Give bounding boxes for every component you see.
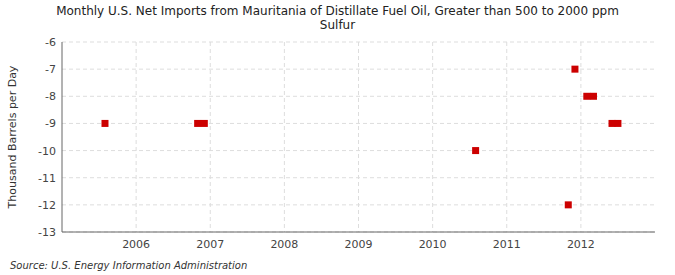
x-grid-line xyxy=(210,42,211,232)
x-tick-label: 2006 xyxy=(122,238,150,251)
x-tick-label: 2010 xyxy=(419,238,447,251)
point xyxy=(201,120,208,127)
x-tick-label: 2007 xyxy=(196,238,224,251)
y-grid-line xyxy=(62,123,655,124)
point xyxy=(571,66,578,73)
y-grid-line xyxy=(62,232,655,233)
x-grid-line xyxy=(358,42,359,232)
y-axis-label: Thousand Barrels per Day xyxy=(6,65,19,209)
x-tick-label: 2012 xyxy=(567,238,595,251)
title-line: Sulfur xyxy=(320,18,355,32)
point xyxy=(614,120,621,127)
x-axis-line xyxy=(62,232,655,233)
y-tick-label: -8 xyxy=(45,90,56,103)
point xyxy=(583,93,590,100)
y-tick-label: -12 xyxy=(38,199,56,212)
grid xyxy=(62,42,655,232)
point xyxy=(565,201,572,208)
x-grid-line xyxy=(136,42,137,232)
x-grid-line xyxy=(580,42,581,232)
point xyxy=(194,120,201,127)
point xyxy=(472,147,479,154)
y-tick-label: -10 xyxy=(38,145,56,158)
x-tick-label: 2011 xyxy=(493,238,521,251)
title-line: Monthly U.S. Net Imports from Mauritania… xyxy=(56,4,619,18)
x-tick-label: 2009 xyxy=(345,238,373,251)
y-tick-label: -11 xyxy=(38,172,56,185)
y-tick-label: -7 xyxy=(45,63,56,76)
chart: Monthly U.S. Net Imports from Mauritania… xyxy=(0,0,675,275)
source: Source: U.S. Energy Information Administ… xyxy=(10,260,247,271)
y-tick-label: -6 xyxy=(45,36,56,49)
y-tick-label: -13 xyxy=(38,226,56,239)
x-grid-line xyxy=(432,42,433,232)
point xyxy=(590,93,597,100)
y-grid-line xyxy=(62,69,655,70)
y-axis-line xyxy=(62,42,63,232)
point xyxy=(101,120,108,127)
y-grid-line xyxy=(62,96,655,97)
x-tick-label: 2008 xyxy=(270,238,298,251)
x-grid-line xyxy=(284,42,285,232)
y-tick-label: -9 xyxy=(45,117,56,130)
title: Monthly U.S. Net Imports from Mauritania… xyxy=(56,4,619,32)
points xyxy=(101,66,621,209)
x-grid-line xyxy=(506,42,507,232)
